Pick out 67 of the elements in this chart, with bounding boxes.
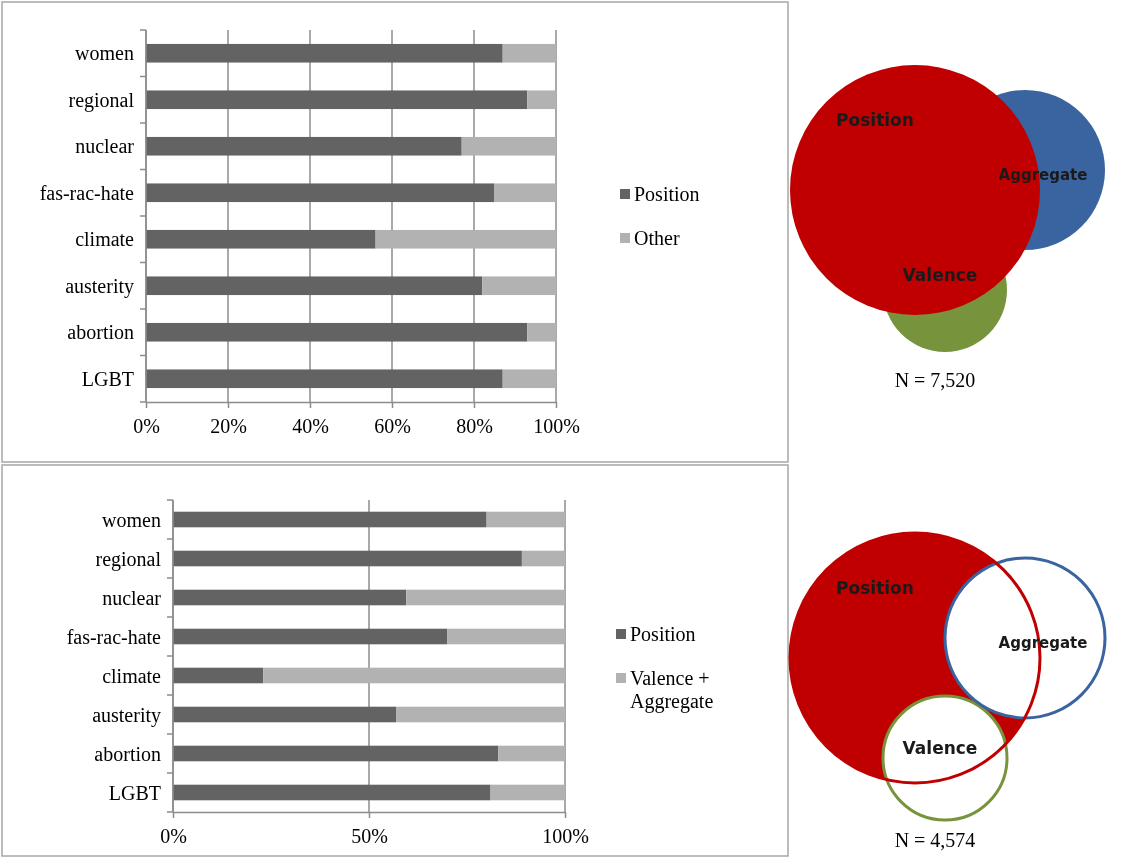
y-tick-label: regional [68,88,135,112]
y-tick-label: austerity [92,703,161,727]
text: Position [836,109,914,130]
y-tick-label: fas-rac-hate [39,181,135,204]
x-tick-label: 100% [533,415,580,437]
bar [498,745,565,762]
bar [447,628,565,645]
bar [146,136,462,156]
bar [502,369,556,389]
y-tick-label: regional [95,547,162,571]
text: N = 7,520 [894,369,976,391]
bar [146,90,528,110]
bar [527,90,556,110]
y-tick-label: nuclear [102,586,162,609]
y-tick-label: climate [102,664,162,687]
bar [146,43,503,63]
y-tick-label: fas-rac-hate [66,625,162,648]
x-tick-label: 20% [210,415,247,437]
text: Position [836,577,914,598]
bar [146,369,503,389]
y-tick-label: LGBT [81,367,134,390]
bar [502,43,556,63]
y-tick-label: women [75,42,134,65]
bar [406,589,565,606]
bar [263,667,565,684]
bar [173,745,499,762]
bar [173,589,407,606]
text: Valence [902,737,978,758]
bar [146,322,528,342]
x-tick-label: 0% [160,825,187,847]
bar [173,784,491,801]
bar [490,784,565,801]
bar [461,136,556,156]
bar [146,229,376,249]
y-tick-label: LGBT [108,781,161,804]
bar [173,628,448,645]
bar [146,276,483,296]
bar [521,550,565,567]
bar [486,511,565,528]
y-tick-label: women [102,508,161,531]
bar [482,276,556,296]
y-tick-label: abortion [67,321,134,344]
x-tick-label: 60% [374,415,411,437]
y-tick-label: austerity [65,274,134,298]
bar [494,183,556,203]
x-tick-label: 80% [456,415,493,437]
bar [375,229,556,249]
x-tick-label: 100% [542,825,589,847]
bar [173,511,487,528]
bar [173,550,522,567]
legend-label: Other [634,227,680,249]
text: N = 4,574 [894,829,976,851]
bar [527,322,556,342]
text: Valence [902,264,978,285]
x-tick-label: 40% [292,415,329,437]
legend-label: Valence + Aggregate [630,667,714,713]
y-tick-label: nuclear [75,135,135,158]
bar [173,706,397,723]
y-tick-label: climate [75,228,135,251]
y-tick-label: abortion [94,742,161,765]
bar [396,706,565,723]
bar [146,183,495,203]
bar [173,667,264,684]
x-tick-label: 0% [133,415,160,437]
x-tick-label: 50% [351,825,388,847]
legend-label: Position [630,623,696,645]
legend-label: Position [634,183,700,205]
